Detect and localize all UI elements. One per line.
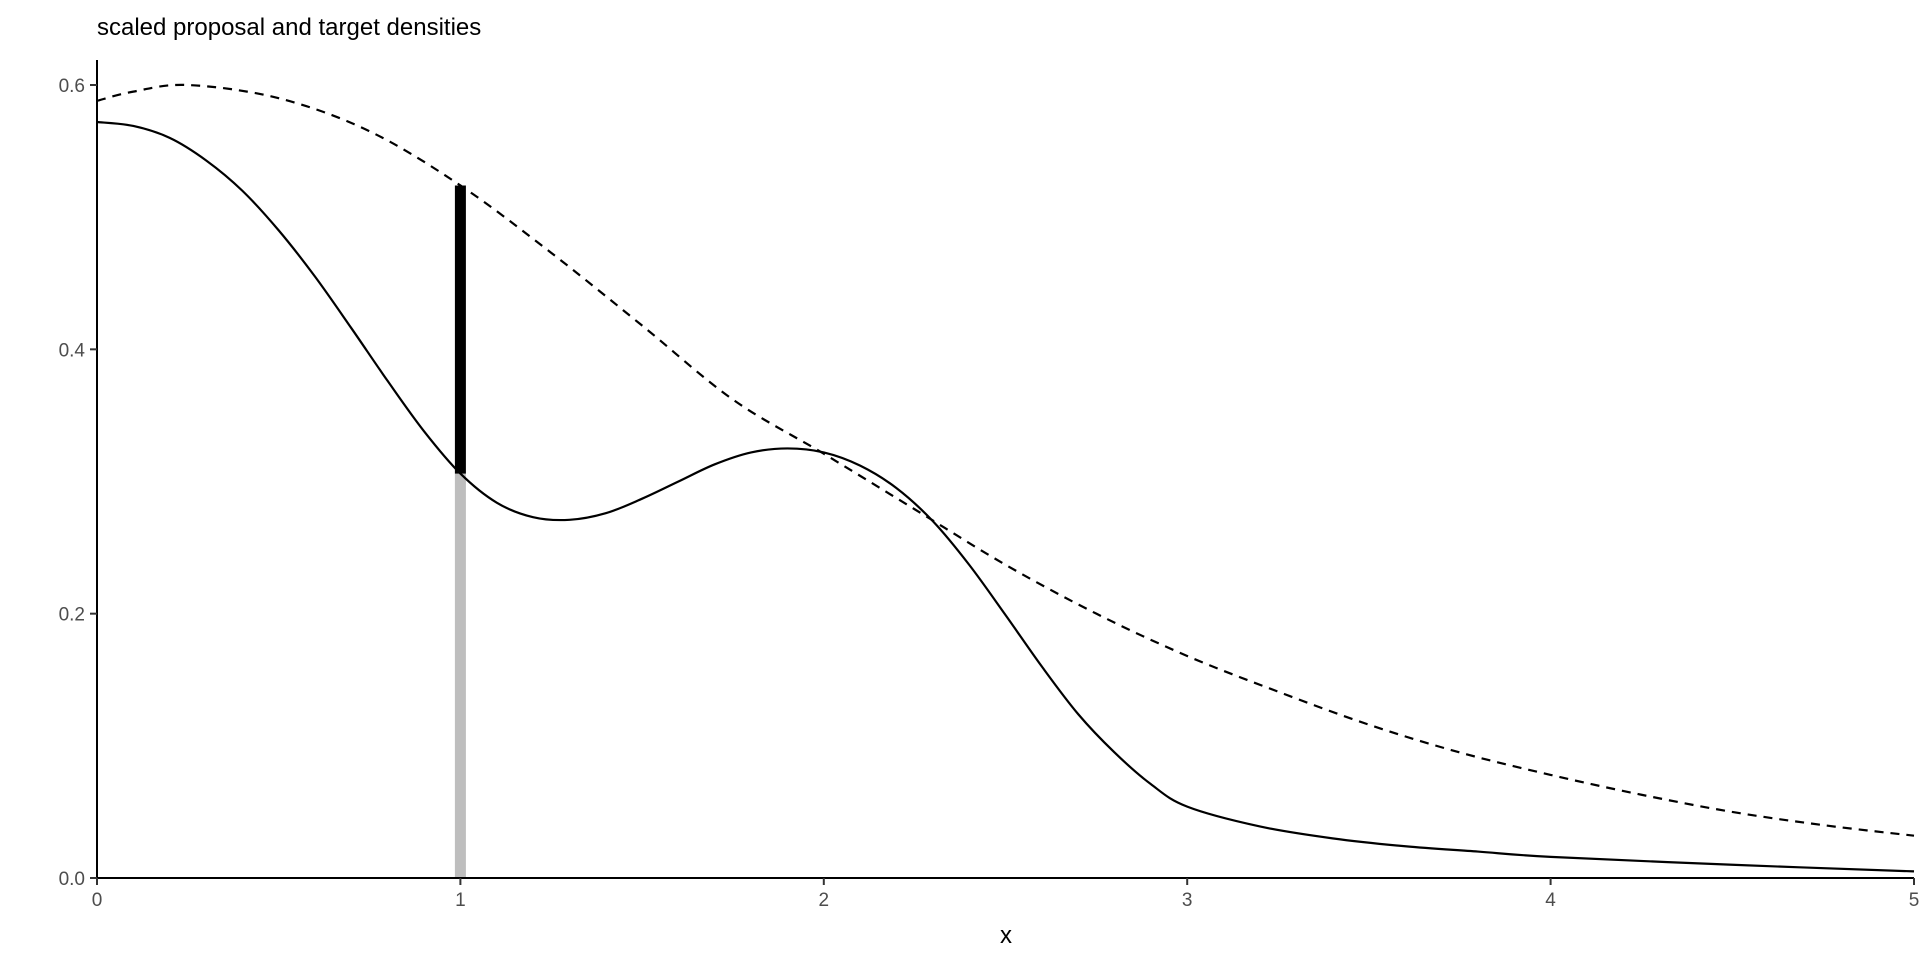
- series-layer: [96, 83, 1915, 873]
- chart-title: scaled proposal and target densities: [97, 14, 481, 41]
- y-tick-label: 0.4: [59, 340, 86, 361]
- y-tick-label: 0.2: [59, 605, 85, 626]
- x-tick-label: 1: [455, 890, 466, 911]
- target-density-line: [96, 120, 1915, 873]
- scaled-proposal-density-line: [96, 83, 1915, 837]
- x-tick-label: 4: [1545, 890, 1556, 911]
- x-tick-label: 5: [1909, 890, 1920, 911]
- x-tick-label: 3: [1182, 890, 1193, 911]
- y-tick-label: 0.0: [59, 869, 85, 890]
- x-tick-label: 0: [92, 890, 103, 911]
- x-axis-title: x: [1000, 922, 1012, 949]
- x-tick-label: 2: [819, 890, 830, 911]
- y-ticks: 0.0 0.2 0.4 0.6: [59, 76, 97, 890]
- y-tick-label: 0.6: [59, 76, 85, 97]
- x-ticks: 0 1 2 3 4 5: [92, 878, 1920, 911]
